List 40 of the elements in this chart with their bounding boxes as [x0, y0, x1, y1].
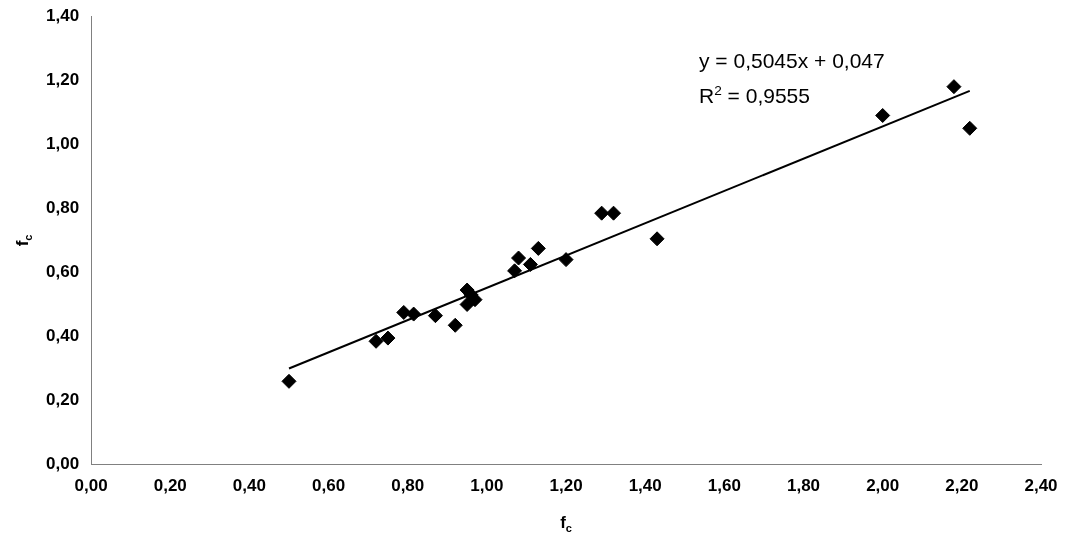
x-tick-label: 2,20: [945, 476, 979, 496]
point: [427, 308, 443, 324]
x-tick-label: 0,60: [312, 476, 346, 496]
point: [281, 373, 297, 389]
y-tick-label: 1,20: [45, 69, 80, 89]
x-tick-label: 2,00: [866, 476, 900, 496]
point: [522, 256, 538, 272]
x-tick-label: 1,60: [707, 476, 741, 496]
x-tick-label: 2,40: [1024, 476, 1058, 496]
point: [606, 205, 622, 221]
point: [530, 240, 546, 256]
x-tick-label: 0,20: [153, 476, 187, 496]
point: [649, 231, 665, 247]
x-tick-label: 0,40: [232, 476, 266, 496]
point: [962, 120, 978, 136]
y-tick-label: 0,00: [45, 454, 80, 474]
x-tick-label: 1,40: [628, 476, 662, 496]
y-tick-label: 0,80: [45, 198, 80, 218]
point: [368, 333, 384, 349]
point: [507, 263, 523, 279]
point: [406, 306, 422, 322]
y-tick-label: 1,00: [45, 134, 80, 153]
y-axis-title: fc: [13, 234, 35, 247]
annotation: y = 0,5045x + 0,047: [699, 49, 885, 73]
y-tick-label: 1,40: [45, 5, 80, 25]
x-tick-label: 0,00: [74, 476, 108, 496]
y-tick-label: 0,20: [45, 390, 80, 410]
point: [447, 317, 463, 333]
point: [875, 107, 891, 123]
x-tick-label: 1,20: [549, 476, 583, 496]
y-tick-label: 0,60: [45, 262, 80, 282]
x-tick-label: 0,80: [391, 476, 425, 496]
point: [558, 252, 574, 268]
point: [380, 330, 396, 346]
point: [946, 79, 962, 95]
point: [594, 205, 610, 221]
point: [511, 250, 527, 266]
x-tick-label: 1,80: [786, 476, 821, 496]
x-tick-label: 1,00: [470, 476, 504, 496]
y-tick-label: 0,40: [45, 326, 80, 346]
